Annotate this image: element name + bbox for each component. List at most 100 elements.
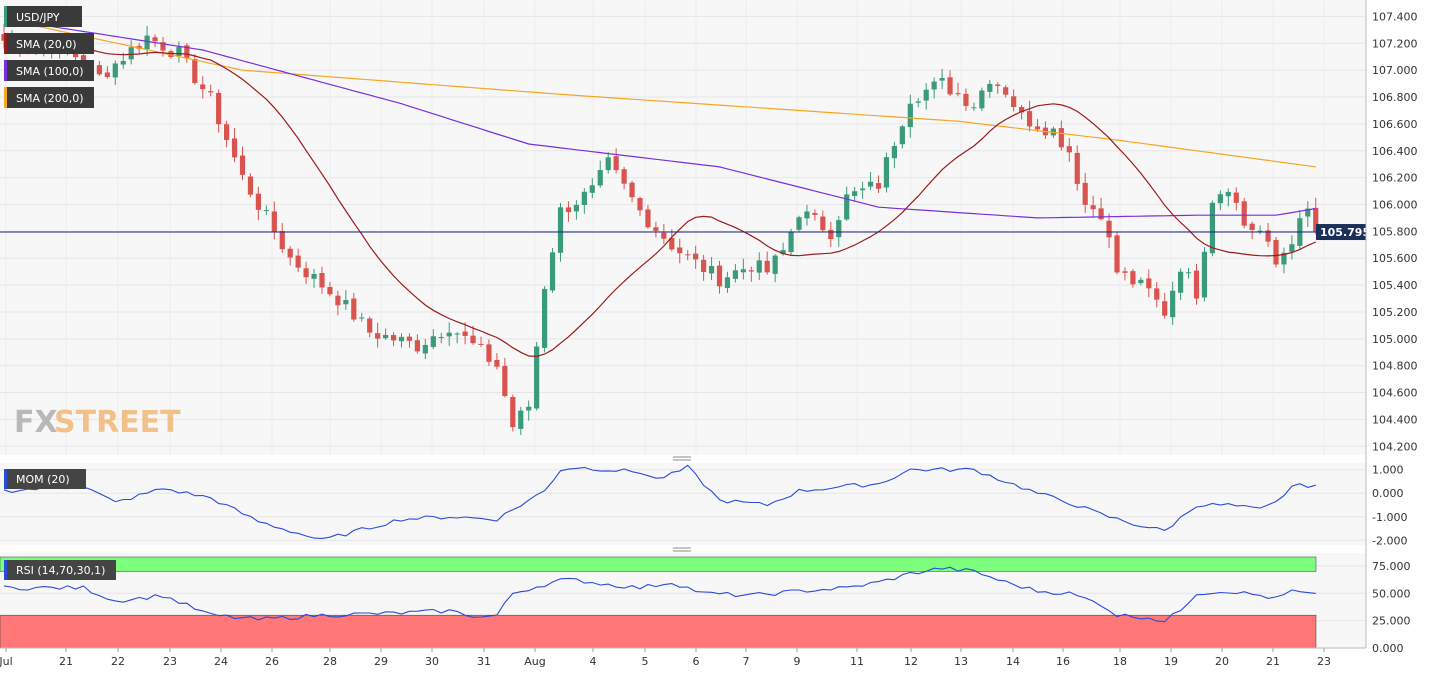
candle <box>645 205 651 229</box>
candle-body <box>1114 235 1120 273</box>
candle-body <box>971 107 977 109</box>
candle-body <box>557 207 564 253</box>
candle <box>1273 236 1279 268</box>
candle-body <box>160 42 166 51</box>
candle <box>1090 195 1096 218</box>
candle <box>1154 282 1160 308</box>
time-tick-label: 21 <box>59 655 73 668</box>
candle <box>1185 267 1192 279</box>
candle-body <box>565 207 572 213</box>
price-tick-label: 105.600 <box>1372 252 1418 265</box>
price-tick-label: 105.400 <box>1372 279 1418 292</box>
candle <box>1026 100 1033 132</box>
candle <box>176 41 182 63</box>
candle-body <box>1026 111 1033 127</box>
candle <box>534 341 540 411</box>
candle <box>247 173 254 198</box>
candle-body <box>979 90 985 109</box>
candle-body <box>780 250 786 255</box>
panel-resize-handle[interactable] <box>673 547 691 552</box>
candle <box>971 102 977 112</box>
candle-body <box>327 287 333 295</box>
price-tick-label: 105.000 <box>1372 333 1418 346</box>
panel-resize-handle[interactable] <box>673 456 691 461</box>
time-tick-label: 14 <box>1006 655 1020 668</box>
rsi-line <box>3 566 1316 623</box>
candle <box>208 84 214 97</box>
candle-body <box>383 334 389 339</box>
mom-panel <box>0 463 1366 545</box>
candle-body <box>724 277 731 288</box>
candle <box>383 328 389 340</box>
candle-body <box>573 204 579 212</box>
candle <box>716 261 723 294</box>
candle-body <box>987 83 993 92</box>
candle-body <box>144 35 150 50</box>
candle-body <box>1265 230 1271 242</box>
candle-body <box>526 406 532 411</box>
candle-body <box>1281 252 1287 265</box>
candle <box>1178 268 1184 300</box>
candle <box>867 171 874 191</box>
candle <box>891 141 897 169</box>
candle-body <box>454 333 460 335</box>
candle-body <box>255 193 261 210</box>
candle-body <box>581 191 587 205</box>
candle-body <box>184 45 190 58</box>
candle <box>335 290 341 316</box>
candle-body <box>128 47 134 60</box>
candle-body <box>112 63 118 78</box>
main-panel <box>0 0 1366 455</box>
price-tick-label: 107.200 <box>1372 37 1418 50</box>
candle <box>1209 200 1215 257</box>
mom-tick-label: -1.000 <box>1372 511 1407 524</box>
candle-body <box>1273 239 1279 265</box>
legend-entry: SMA (20,0) <box>16 38 77 51</box>
time-tick-label: Jul <box>0 655 13 668</box>
candle <box>422 339 428 360</box>
candle-body <box>597 170 603 186</box>
time-tick-label: 11 <box>850 655 864 668</box>
candle <box>239 146 246 181</box>
candle <box>788 228 794 257</box>
price-tick-label: 106.400 <box>1372 145 1418 158</box>
candle-body <box>637 198 643 211</box>
candle <box>104 66 110 79</box>
candle-body <box>836 220 842 238</box>
candle-body <box>319 272 325 288</box>
rsi-legend-label: RSI (14,70,30,1) <box>16 564 105 577</box>
candle-body <box>96 65 102 75</box>
candle-body <box>693 253 699 260</box>
fxstreet-logo: FX STREET <box>14 405 181 440</box>
legend-swatch <box>4 33 7 54</box>
mom-axis: 1.000 0.000 -1.000 -2.000 <box>1372 464 1407 548</box>
candle <box>1146 269 1152 298</box>
time-tick-label: Aug <box>524 655 545 668</box>
sma100-line <box>3 18 1316 219</box>
time-tick-label: 5 <box>642 655 649 668</box>
candle <box>1257 225 1263 235</box>
candle <box>629 180 635 203</box>
time-tick-label: 4 <box>590 655 597 668</box>
candle <box>319 266 325 294</box>
last-price-value: 105.795 <box>1320 226 1370 239</box>
candle <box>287 246 293 266</box>
candle-body <box>1074 152 1080 184</box>
momentum-line <box>3 464 1316 539</box>
rsi-oversold-zone <box>0 614 1317 649</box>
candle <box>542 286 548 353</box>
candle <box>907 94 913 138</box>
svg-text:STREET: STREET <box>54 405 181 440</box>
candle-body <box>621 169 627 184</box>
candle-body <box>263 210 269 212</box>
candle <box>184 43 190 64</box>
legend-box <box>4 60 94 81</box>
candle <box>1074 145 1080 191</box>
candle-body <box>1162 301 1168 316</box>
legend-entry: USD/JPY <box>16 11 60 24</box>
candle <box>661 224 667 245</box>
candle-body <box>1082 182 1088 205</box>
candle <box>995 82 1001 94</box>
candle-body <box>1185 272 1192 274</box>
